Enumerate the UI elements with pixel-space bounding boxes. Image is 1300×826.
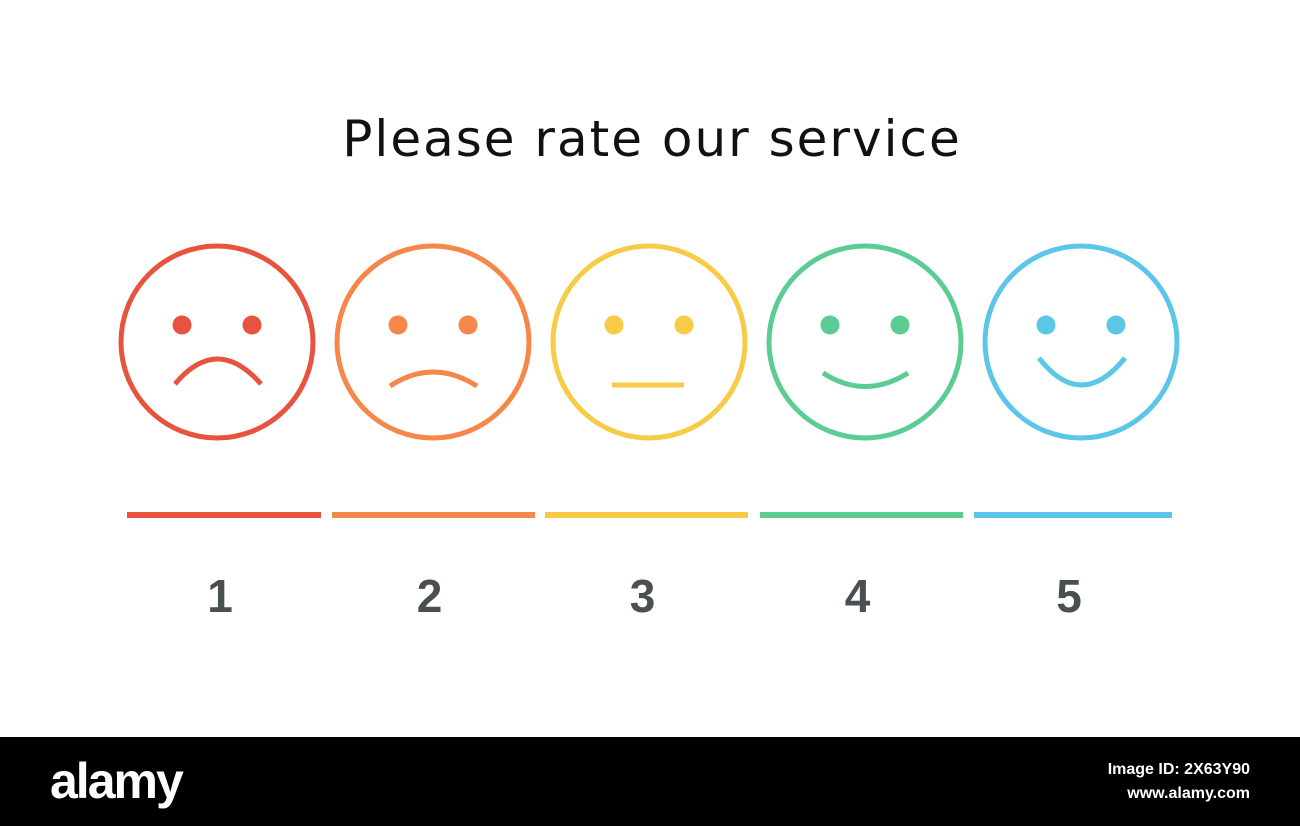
- face-outline: [982, 243, 1180, 441]
- rating-number: 4: [845, 570, 871, 622]
- rating-option[interactable]: 2: [332, 243, 535, 622]
- mouth: [173, 356, 263, 386]
- mouth: [1037, 356, 1127, 388]
- mouth: [821, 370, 910, 389]
- eye: [674, 315, 694, 335]
- face-outline: [118, 243, 316, 441]
- eye: [172, 315, 192, 335]
- rating-option[interactable]: 1: [118, 243, 321, 622]
- rating-option[interactable]: 4: [760, 243, 964, 622]
- eye: [1106, 315, 1126, 335]
- eye: [242, 315, 262, 335]
- image-id: Image ID: 2X63Y90: [1108, 761, 1250, 778]
- rating-option[interactable]: 3: [545, 243, 748, 622]
- eye: [820, 315, 840, 335]
- rating-number: 2: [417, 570, 443, 622]
- face-outline: [550, 243, 748, 441]
- url: www.alamy.com: [1126, 785, 1250, 802]
- eye: [890, 315, 910, 335]
- face-outline: [766, 243, 964, 441]
- rating-number: 1: [207, 570, 233, 622]
- footer-bar: [0, 737, 1300, 826]
- title: Please rate our service: [342, 110, 961, 168]
- eye: [388, 315, 408, 335]
- rating-option[interactable]: 5: [974, 243, 1180, 622]
- rating-number: 5: [1056, 570, 1082, 622]
- eye: [1036, 315, 1056, 335]
- face-outline: [334, 243, 532, 441]
- rating-number: 3: [630, 570, 656, 622]
- brand: alamy: [50, 753, 184, 809]
- mouth: [388, 369, 479, 389]
- eye: [458, 315, 478, 335]
- eye: [604, 315, 624, 335]
